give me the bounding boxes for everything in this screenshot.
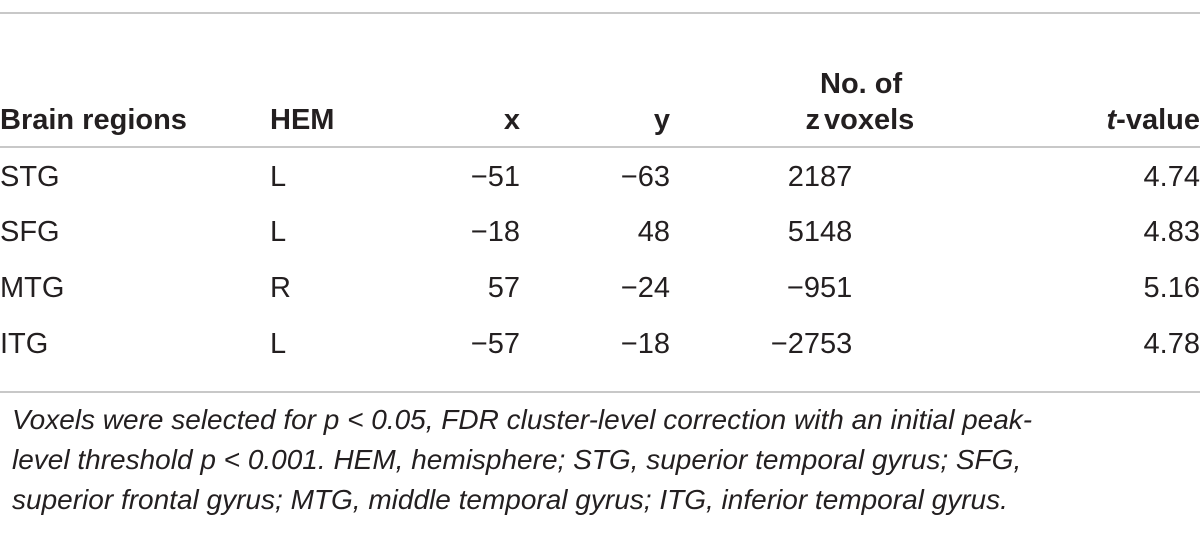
header-t-value: t-value	[1000, 0, 1200, 138]
cell-t-value: 4.83	[1143, 216, 1200, 248]
cell-hem: R	[270, 272, 291, 304]
cell-y: 48	[637, 216, 670, 248]
cell-y: −24	[620, 272, 670, 304]
cell-hem: L	[270, 328, 287, 360]
header-rule	[0, 146, 1200, 148]
cell-t-value: 5.16	[1143, 272, 1200, 304]
cell-y: −63	[620, 161, 670, 193]
top-rule	[0, 12, 1200, 14]
cell-region: SFG	[0, 216, 60, 248]
bottom-rule	[0, 391, 1200, 393]
cell-voxels: 48	[820, 216, 853, 248]
cell-z: 21	[787, 161, 820, 193]
header-z: z	[805, 104, 821, 136]
header-x: x	[503, 104, 520, 136]
header-voxels-line1: No. of	[820, 68, 903, 100]
header-t-rest: -value	[1116, 104, 1200, 136]
table-row: ITG L −57 −18 −27 53 4.78	[0, 316, 1200, 372]
cell-region: MTG	[0, 272, 65, 304]
cell-hem: L	[270, 161, 287, 193]
cell-hem: L	[270, 216, 287, 248]
cell-x: −18	[470, 216, 520, 248]
header-row: Brain regions HEM x y z No. of voxels t-…	[0, 0, 1200, 138]
cell-voxels: 53	[820, 328, 853, 360]
cell-region: STG	[0, 161, 60, 193]
cell-z: −9	[786, 272, 820, 304]
cell-z: −27	[770, 328, 820, 360]
cell-region: ITG	[0, 328, 49, 360]
cell-y: −18	[620, 328, 670, 360]
cell-x: −57	[470, 328, 520, 360]
table-row: SFG L −18 48 51 48 4.83	[0, 204, 1200, 260]
header-brain-regions: Brain regions	[0, 104, 187, 136]
table-footnote: Voxels were selected for p < 0.05, FDR c…	[12, 400, 1188, 520]
table-row: MTG R 57 −24 −9 51 5.16	[0, 260, 1200, 316]
table-row: STG L −51 −63 21 87 4.74	[0, 138, 1200, 204]
footnote-line: level threshold p < 0.001. HEM, hemisphe…	[12, 444, 1022, 475]
cell-x: 57	[487, 272, 520, 304]
header-y: y	[653, 104, 670, 136]
cell-t-value: 4.74	[1143, 161, 1200, 193]
cell-x: −51	[470, 161, 520, 193]
footnote-line: Voxels were selected for p < 0.05, FDR c…	[12, 404, 1033, 435]
header-t-italic: t	[1106, 104, 1117, 136]
header-voxels-line2: voxels	[824, 104, 915, 136]
cell-t-value: 4.78	[1143, 328, 1200, 360]
footnote-line: superior frontal gyrus; MTG, middle temp…	[12, 484, 1008, 515]
cell-voxels: 51	[820, 272, 853, 304]
header-hem: HEM	[270, 104, 335, 136]
results-table: Brain regions HEM x y z No. of voxels t-…	[0, 0, 1200, 372]
cell-z: 51	[787, 216, 820, 248]
cell-voxels: 87	[820, 161, 853, 193]
header-voxels: No. of voxels	[820, 0, 1000, 138]
